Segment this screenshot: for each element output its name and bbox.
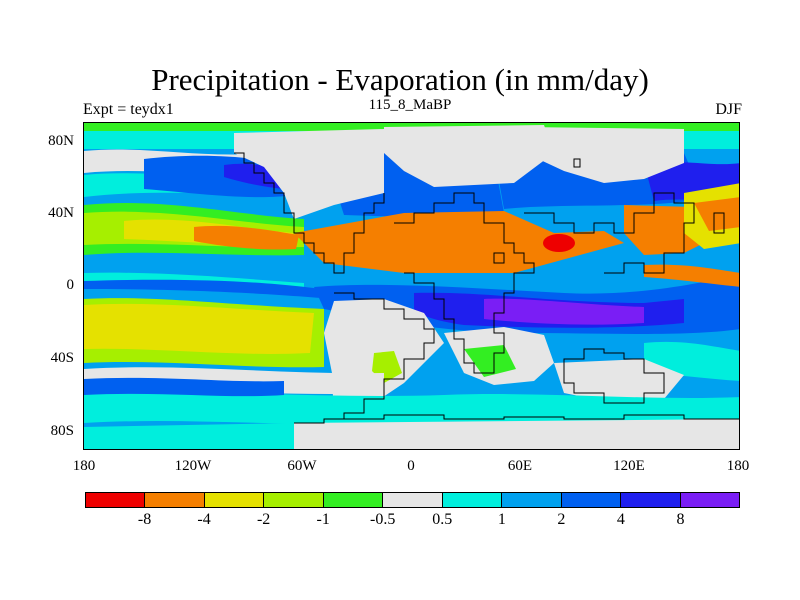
lon-label-120w: 120W xyxy=(174,458,212,474)
greenland-grey xyxy=(384,125,554,187)
season-label: DJF xyxy=(715,101,742,118)
north-america-grey xyxy=(234,129,384,219)
colorbar-swatch xyxy=(264,493,324,507)
colorbar-swatch xyxy=(323,493,384,507)
colorbar-label: -0.5 xyxy=(370,511,396,528)
itcz-west-blue xyxy=(84,279,334,299)
precip-evap-map xyxy=(83,122,740,450)
colorbar-label: 8 xyxy=(676,511,685,528)
sh-cyan xyxy=(84,392,739,424)
colorbar-label: 2 xyxy=(557,511,566,528)
map-title: Precipitation - Evaporation (in mm/day) xyxy=(151,62,649,97)
spac-yellow xyxy=(84,303,314,354)
lon-label-120e: 120E xyxy=(613,458,645,474)
siberia-grey xyxy=(524,127,684,183)
colorbar-label: -2 xyxy=(256,511,271,528)
lon-label-60e: 60E xyxy=(507,458,533,474)
colorbar xyxy=(85,492,740,508)
experiment-label: Expt = teydx1 xyxy=(83,101,174,118)
australia-grey xyxy=(554,359,684,403)
colorbar-label: -4 xyxy=(197,511,211,528)
period-label: 115_8_MaBP xyxy=(368,97,452,113)
colorbar-swatch xyxy=(621,493,681,507)
colorbar-label: 0.5 xyxy=(432,511,453,528)
colorbar-swatch xyxy=(383,493,443,507)
lon-label-180w: 180 xyxy=(72,458,96,474)
lat-label-40s: 40S xyxy=(50,350,74,366)
coastlines xyxy=(234,152,739,424)
arabia-red xyxy=(543,234,575,252)
map-canvas xyxy=(84,123,739,449)
lat-label-80s: 80S xyxy=(50,423,74,439)
lat-label-40n: 40N xyxy=(48,205,74,221)
itcz-purple xyxy=(484,298,644,325)
colorbar-swatch xyxy=(561,493,622,507)
colorbar-swatch xyxy=(145,493,205,507)
npac-tropic-orange xyxy=(644,264,739,287)
colorbar-swatch xyxy=(680,493,739,507)
colorbar-label: -8 xyxy=(137,511,152,528)
colorbar-swatch xyxy=(442,493,503,507)
lat-label-0: 0 xyxy=(66,277,75,293)
antarctica-grey xyxy=(294,419,739,449)
colorbar-swatch xyxy=(86,493,146,507)
sahara-orange xyxy=(294,211,624,273)
antarctic-coast-cyan xyxy=(84,423,294,449)
ntrop-orange-pacific xyxy=(194,225,299,250)
lon-label-0: 0 xyxy=(407,458,415,474)
colorbar-swatch xyxy=(204,493,265,507)
lon-label-180e: 180 xyxy=(726,458,750,474)
lat-label-80n: 80N xyxy=(48,133,74,149)
colorbar-label: 1 xyxy=(497,511,506,528)
sh-storm-blue xyxy=(84,377,284,397)
colorbar-label: -1 xyxy=(316,511,330,528)
lon-label-60w: 60W xyxy=(287,458,317,474)
colorbar-label: 4 xyxy=(616,511,625,528)
colorbar-swatch xyxy=(502,493,562,507)
npac-east-orange xyxy=(694,197,739,231)
